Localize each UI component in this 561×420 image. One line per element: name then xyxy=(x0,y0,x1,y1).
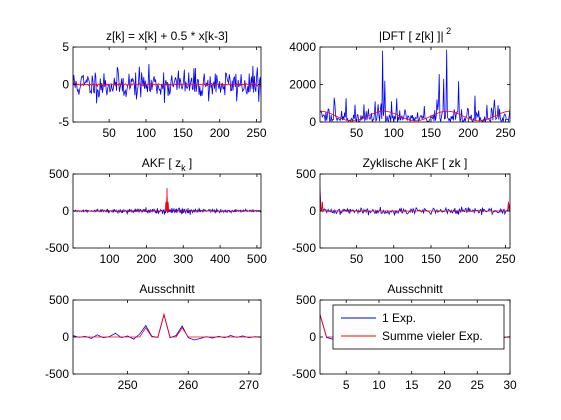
x-tick-label: 150 xyxy=(421,126,441,140)
x-tick-label: 50 xyxy=(350,252,364,266)
title-superscript: 2 xyxy=(444,26,452,36)
panel-title: |DFT [ z[k] ]| 2 xyxy=(379,26,451,43)
y-tick-label: -500 xyxy=(292,241,316,255)
panel-4: 50 100 150 200 250 -500 0 500 Zyklische AKF [ zk… xyxy=(292,156,516,266)
x-tick-label: 50 xyxy=(102,126,116,140)
x-tick-label: 250 xyxy=(496,126,516,140)
series-many-exp-line xyxy=(73,312,261,338)
y-tick-label: 0 xyxy=(62,78,69,92)
y-tick-label: -500 xyxy=(292,367,316,381)
legend-label: 1 Exp. xyxy=(382,311,416,325)
x-tick-label: 250 xyxy=(496,252,516,266)
y-tick-label: 500 xyxy=(49,167,69,181)
panel-title: AKF [ zk ] xyxy=(142,156,193,173)
y-tick-label: 0 xyxy=(309,330,316,344)
x-tick-label: 270 xyxy=(239,378,259,392)
x-tick-label: 5 xyxy=(343,378,350,392)
x-tick-label: 200 xyxy=(458,252,478,266)
title-suffix: ] xyxy=(186,156,193,170)
y-tick-label: -500 xyxy=(45,241,69,255)
title-subscript: k xyxy=(181,163,186,173)
x-tick-label: 200 xyxy=(210,126,230,140)
y-tick-label: 0 xyxy=(62,204,69,218)
panel-title: Zyklische AKF [ zk ] xyxy=(363,156,468,170)
y-tick-label: 500 xyxy=(49,293,69,307)
x-tick-label: 30 xyxy=(503,378,517,392)
panel-5: 250 260 270 -500 0 500 Ausschnitt xyxy=(45,282,262,392)
x-tick-label: 100 xyxy=(384,126,404,140)
x-tick-label: 200 xyxy=(458,126,478,140)
series-1-exp-line xyxy=(320,49,510,122)
panel-6: 5 10 15 20 25 30 -500 0 500 Ausschnitt 1 Exp. Summe… xyxy=(292,282,517,392)
panel-title: Ausschnitt xyxy=(139,282,195,296)
x-tick-label: 10 xyxy=(372,378,386,392)
y-tick-label: 0 xyxy=(309,204,316,218)
series-many-exp-line xyxy=(320,188,510,212)
x-tick-label: 150 xyxy=(421,252,441,266)
x-tick-label: 250 xyxy=(247,126,267,140)
x-tick-label: 150 xyxy=(173,126,193,140)
y-tick-label: 0 xyxy=(309,115,316,129)
plot-area xyxy=(320,47,510,122)
x-tick-label: 400 xyxy=(210,252,230,266)
x-tick-label: 100 xyxy=(136,126,156,140)
x-tick-label: 50 xyxy=(350,126,364,140)
x-tick-label: 300 xyxy=(173,252,193,266)
x-tick-label: 25 xyxy=(471,378,485,392)
x-tick-label: 260 xyxy=(178,378,198,392)
panel-title: z[k] = x[k] + 0.5 * x[k-3] xyxy=(106,29,228,43)
x-tick-label: 500 xyxy=(247,252,267,266)
y-tick-label: 0 xyxy=(62,330,69,344)
y-tick-label: 5 xyxy=(62,40,69,54)
series-many-exp-line xyxy=(320,110,510,122)
y-tick-label: 500 xyxy=(296,167,316,181)
y-tick-label: -500 xyxy=(45,367,69,381)
x-tick-label: 200 xyxy=(136,252,156,266)
x-tick-label: 250 xyxy=(118,378,138,392)
x-tick-label: 100 xyxy=(384,252,404,266)
y-tick-label: 4000 xyxy=(289,40,316,54)
series-many-exp-line xyxy=(73,81,261,88)
legend-label: Summe vieler Exp. xyxy=(382,329,483,343)
legend: 1 Exp. Summe vieler Exp. xyxy=(332,304,505,350)
panel-3: 100 200 300 400 500 -500 0 500 AKF [ zk ] xyxy=(45,156,267,266)
legend-box xyxy=(332,304,505,350)
y-tick-label: -5 xyxy=(58,115,69,129)
panel-2: 50 100 150 200 250 0 2000 4000 |DFT [ z[k] ]| 2 xyxy=(289,26,516,140)
y-tick-label: 2000 xyxy=(289,78,316,92)
panel-title: Ausschnitt xyxy=(387,282,443,296)
x-tick-label: 100 xyxy=(99,252,119,266)
x-tick-label: 20 xyxy=(438,378,452,392)
series-many-exp-line xyxy=(73,188,261,212)
y-tick-label: 500 xyxy=(296,293,316,307)
x-tick-label: 15 xyxy=(405,378,419,392)
panel-1: 50 100 150 200 250 -5 0 5 z[k] = x[k] + 0.5 * x[… xyxy=(58,29,267,140)
